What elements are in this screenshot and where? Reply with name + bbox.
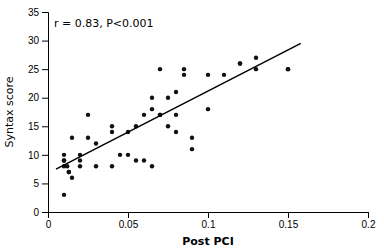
tick-mark xyxy=(42,12,48,13)
point xyxy=(67,170,71,174)
tick-label: 15 xyxy=(28,121,40,132)
point xyxy=(182,73,186,77)
point xyxy=(190,147,194,151)
tick-label: 5 xyxy=(33,178,39,189)
point xyxy=(174,113,178,117)
point xyxy=(286,67,290,71)
tick: 5 xyxy=(33,178,48,189)
tick: 25 xyxy=(28,64,48,75)
point xyxy=(286,67,290,71)
tick: 30 xyxy=(28,35,48,46)
point xyxy=(86,136,90,140)
point xyxy=(110,124,114,128)
point xyxy=(70,136,74,140)
y-axis-title: Syntax score xyxy=(3,76,16,147)
point xyxy=(150,107,154,111)
x-axis: 0 0.05 0.1 0.15 0.2 xyxy=(46,212,376,230)
point xyxy=(254,56,258,60)
tick-mark xyxy=(128,212,129,218)
point xyxy=(182,67,186,71)
axis-line xyxy=(49,213,369,219)
point xyxy=(150,164,154,168)
tick: 0 xyxy=(46,212,52,230)
tick-mark xyxy=(42,155,48,156)
tick-mark xyxy=(42,69,48,70)
point xyxy=(190,136,194,140)
point xyxy=(142,113,146,117)
x-axis-title: Post PCI xyxy=(182,235,233,248)
point xyxy=(134,158,138,162)
point xyxy=(174,130,178,134)
point xyxy=(150,96,154,100)
point xyxy=(126,153,130,157)
point xyxy=(70,176,74,180)
tick-label: 0 xyxy=(46,219,52,230)
axis-line xyxy=(42,13,49,213)
point xyxy=(62,158,66,162)
point xyxy=(86,113,90,117)
point xyxy=(142,158,146,162)
plot: 0 0.05 0.1 0.15 0.2 0 5 10 15 20 25 30 35 r = 0.83, P… xyxy=(3,7,376,248)
y-axis: 0 5 10 15 20 25 30 35 xyxy=(28,7,49,218)
point xyxy=(67,170,71,174)
tick-mark xyxy=(42,183,48,184)
tick-mark xyxy=(42,98,48,99)
tick-label: 25 xyxy=(28,64,40,75)
tick-label: 0.1 xyxy=(202,219,216,230)
tick: 35 xyxy=(28,7,48,18)
tick-label: 35 xyxy=(28,7,40,18)
tick-label: 0.05 xyxy=(119,219,139,230)
tick-mark xyxy=(42,41,48,42)
tick-label: 0.2 xyxy=(362,219,376,230)
point xyxy=(238,61,242,65)
tick-label: 20 xyxy=(28,92,40,103)
tick: 0.05 xyxy=(119,212,139,230)
point xyxy=(166,96,170,100)
tick-mark xyxy=(368,212,369,218)
tick-mark xyxy=(288,212,289,218)
tick: 20 xyxy=(28,92,48,103)
point xyxy=(118,153,122,157)
point xyxy=(78,164,82,168)
point xyxy=(62,153,66,157)
chart: 0 0.05 0.1 0.15 0.2 0 5 10 15 20 25 30 35 r = 0.83, P… xyxy=(0,0,384,252)
annotation: r = 0.83, P<0.001 xyxy=(54,17,154,30)
point xyxy=(110,164,114,168)
marks xyxy=(56,43,301,197)
point xyxy=(206,107,210,111)
tick: 0.15 xyxy=(279,212,299,230)
point xyxy=(166,124,170,128)
tick: 0 xyxy=(33,207,48,218)
point xyxy=(110,130,114,134)
tick-mark xyxy=(42,212,48,213)
tick-mark xyxy=(42,126,48,127)
tick-label: 0.15 xyxy=(279,219,299,230)
tick: 0.2 xyxy=(362,212,376,230)
point xyxy=(94,141,98,145)
regression-line xyxy=(56,43,301,169)
point xyxy=(222,73,226,77)
tick: 10 xyxy=(28,150,48,161)
point xyxy=(238,61,242,65)
point xyxy=(94,164,98,168)
tick-label: 10 xyxy=(28,150,40,161)
tick-label: 30 xyxy=(28,35,40,46)
tick-label: 0 xyxy=(33,207,39,218)
point xyxy=(158,67,162,71)
point xyxy=(62,193,66,197)
point xyxy=(62,158,66,162)
point xyxy=(174,90,178,94)
tick-mark xyxy=(208,212,209,218)
point xyxy=(78,158,82,162)
point xyxy=(206,73,210,77)
tick: 15 xyxy=(28,121,48,132)
tick: 0.1 xyxy=(202,212,216,230)
